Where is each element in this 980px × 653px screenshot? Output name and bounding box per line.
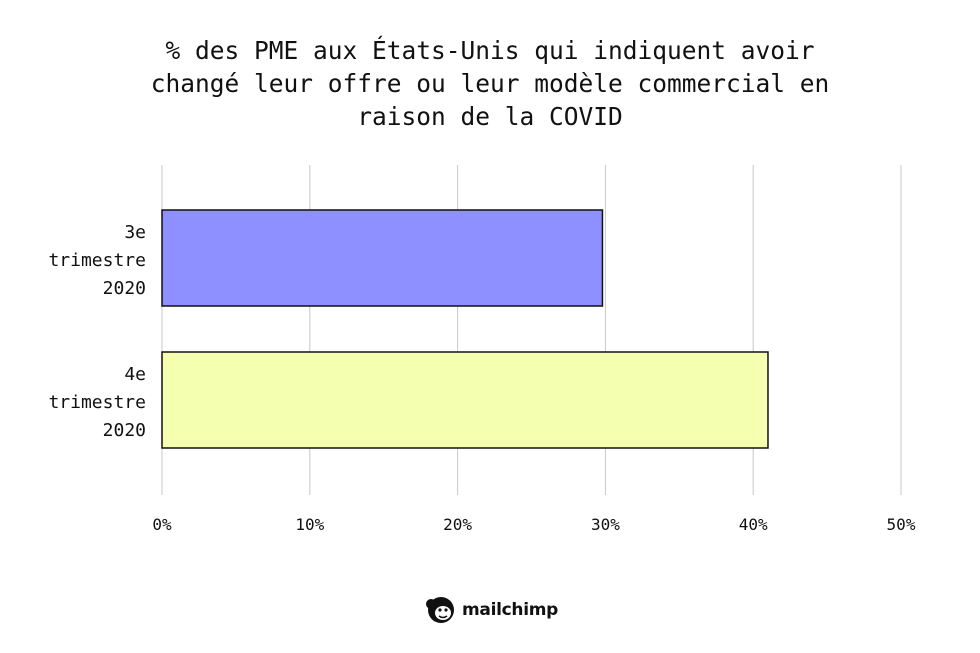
bars bbox=[161, 209, 769, 449]
category-label-0-line-0: 3e bbox=[124, 222, 146, 243]
freddie-icon bbox=[426, 597, 454, 623]
category-label-0-line-1: trimestre bbox=[48, 250, 146, 271]
category-label-1-line-2: 2020 bbox=[103, 420, 146, 441]
x-tick-label-2: 20% bbox=[443, 515, 472, 534]
chart-title: % des PME aux États-Unis qui indiquent a… bbox=[0, 34, 980, 133]
x-tick-label-1: 10% bbox=[295, 515, 324, 534]
category-label-1-line-0: 4e bbox=[124, 364, 146, 385]
bar-0 bbox=[161, 209, 604, 307]
bar-1 bbox=[161, 351, 769, 449]
chart-title-line-3: raison de la COVID bbox=[357, 102, 623, 131]
mailchimp-logo: mailchimp bbox=[424, 592, 558, 628]
y-axis-categories: 3e trimestre 2020 4e trimestre 2020 bbox=[48, 222, 146, 441]
x-tick-label-3: 30% bbox=[591, 515, 620, 534]
x-axis-ticks: 0% 10% 20% 30% 40% 50% bbox=[152, 515, 915, 534]
category-label-1-line-1: trimestre bbox=[48, 392, 146, 413]
chart-title-line-2: changé leur offre ou leur modèle commerc… bbox=[150, 69, 830, 98]
x-tick-label-0: 0% bbox=[152, 515, 172, 534]
brand-name: mailchimp bbox=[462, 600, 559, 620]
x-tick-label-5: 50% bbox=[887, 515, 916, 534]
chart-title-line-1: % des PME aux États-Unis qui indiquent a… bbox=[165, 36, 815, 65]
x-tick-label-4: 40% bbox=[739, 515, 768, 534]
category-label-0-line-2: 2020 bbox=[103, 278, 146, 299]
